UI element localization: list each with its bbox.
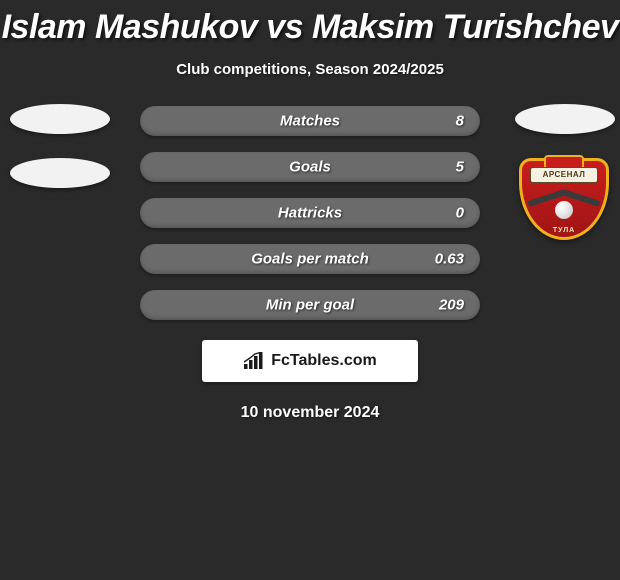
arsenal-tula-crest: АРСЕНАЛ ТУЛА: [515, 158, 613, 248]
snapshot-date: 10 november 2024: [0, 404, 620, 422]
stat-label: Hattricks: [278, 205, 342, 222]
player2-badge-placeholder: [515, 104, 615, 134]
stat-row-hattricks: Hattricks 0: [140, 198, 480, 228]
stat-value-right: 209: [439, 297, 464, 314]
page-title: Islam Mashukov vs Maksim Turishchev: [0, 0, 620, 47]
player1-club-placeholder: [10, 158, 110, 188]
stat-label: Goals: [289, 159, 331, 176]
stat-value-right: 0.63: [435, 251, 464, 268]
stat-row-goals-per-match: Goals per match 0.63: [140, 244, 480, 274]
stat-value-right: 8: [456, 113, 464, 130]
bar-chart-icon: [243, 352, 265, 370]
stat-value-right: 5: [456, 159, 464, 176]
comparison-chart: АРСЕНАЛ ТУЛА Matches 8 Goals 5 Hattricks…: [0, 106, 620, 326]
stat-label: Min per goal: [266, 297, 354, 314]
brand-label: FcTables.com: [271, 352, 377, 370]
right-player-badges: АРСЕНАЛ ТУЛА: [515, 104, 615, 248]
left-player-badges: [10, 104, 110, 212]
stat-label: Matches: [280, 113, 340, 130]
stat-row-matches: Matches 8: [140, 106, 480, 136]
crest-city-text: ТУЛА: [553, 227, 575, 234]
brand-watermark[interactable]: FcTables.com: [202, 340, 418, 382]
stat-bars: Matches 8 Goals 5 Hattricks 0 Goals per …: [140, 106, 480, 336]
stat-value-right: 0: [456, 205, 464, 222]
stat-row-min-per-goal: Min per goal 209: [140, 290, 480, 320]
subtitle: Club competitions, Season 2024/2025: [0, 61, 620, 78]
stat-row-goals: Goals 5: [140, 152, 480, 182]
crest-banner-text: АРСЕНАЛ: [530, 167, 598, 183]
player1-badge-placeholder: [10, 104, 110, 134]
stat-label: Goals per match: [251, 251, 369, 268]
